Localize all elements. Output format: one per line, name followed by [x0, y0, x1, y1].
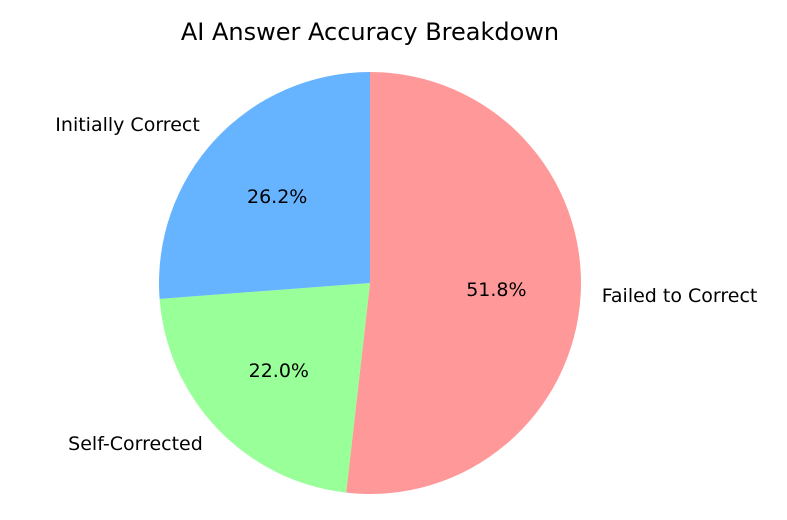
slice-label-self-corrected: Self-Corrected [68, 433, 203, 455]
pct-label-failed-to-correct: 51.8% [466, 279, 526, 301]
slice-label-failed-to-correct: Failed to Correct [602, 285, 758, 307]
chart-title: AI Answer Accuracy Breakdown [181, 18, 559, 46]
pie-slices [159, 72, 581, 494]
pct-label-self-corrected: 22.0% [249, 360, 309, 382]
pie-slice-self-corrected [159, 283, 370, 493]
slice-label-initially-correct: Initially Correct [55, 114, 200, 136]
pie-slice-initially-correct [159, 72, 370, 299]
pie-labels: 51.8% Failed to Correct 22.0% Self-Correcte… [55, 114, 757, 455]
pie-slice-failed-to-correct [346, 72, 581, 494]
pct-label-initially-correct: 26.2% [247, 186, 307, 208]
